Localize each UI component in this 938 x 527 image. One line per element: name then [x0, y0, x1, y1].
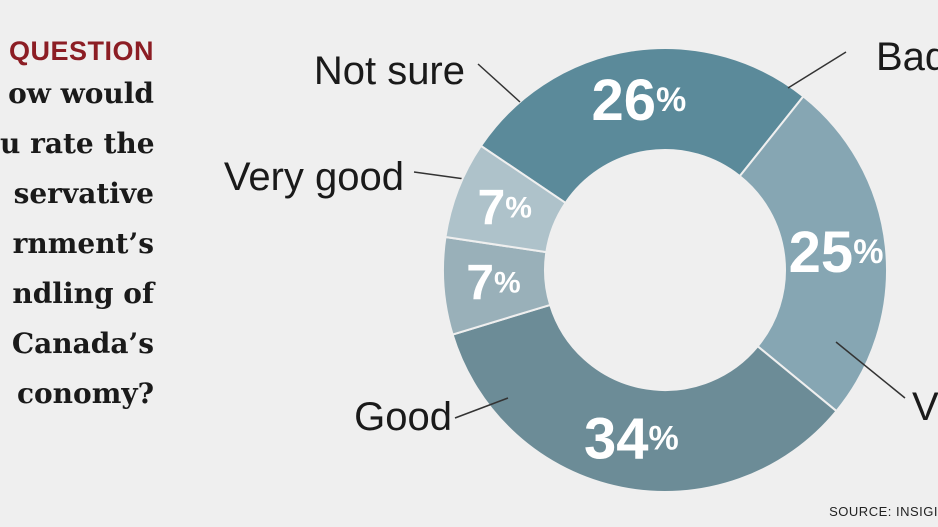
category-label: Ve [912, 385, 938, 429]
callout-leader-line [787, 51, 847, 89]
question-block: QUESTION ow would u rate the servative r… [0, 36, 160, 419]
slice-value-label: 7% [477, 180, 531, 236]
question-text: ow would u rate the servative rnment’s n… [0, 69, 160, 419]
donut-slice-good [451, 303, 838, 493]
slice-value-label: 34% [584, 406, 679, 471]
question-kicker: QUESTION [8, 36, 154, 66]
donut-slice-not-sure [444, 144, 567, 254]
question-line: Canada’s [11, 327, 154, 360]
question-line: ndling of [12, 277, 154, 310]
category-label: Not sure [314, 49, 465, 93]
category-label: Good [354, 395, 452, 439]
question-line: rnment’s [12, 227, 154, 260]
callout-leader-line [454, 397, 509, 419]
question-line: servative [13, 177, 154, 210]
donut-slice-bad [479, 47, 805, 205]
category-label: Bad [876, 35, 938, 79]
donut-slice-very-bad [738, 94, 888, 413]
slice-value-label: 25% [789, 220, 884, 285]
category-label: Very good [224, 155, 404, 199]
slice-value-label: 26% [592, 67, 687, 132]
question-line: ow would [8, 77, 154, 110]
question-line: u rate the [0, 127, 155, 160]
source-note: SOURCE: INSIGI [829, 504, 938, 519]
callout-leader-line [477, 63, 521, 103]
slice-value-label: 7% [466, 255, 520, 311]
question-line: conomy? [16, 377, 154, 410]
callout-leader-line [835, 341, 906, 399]
